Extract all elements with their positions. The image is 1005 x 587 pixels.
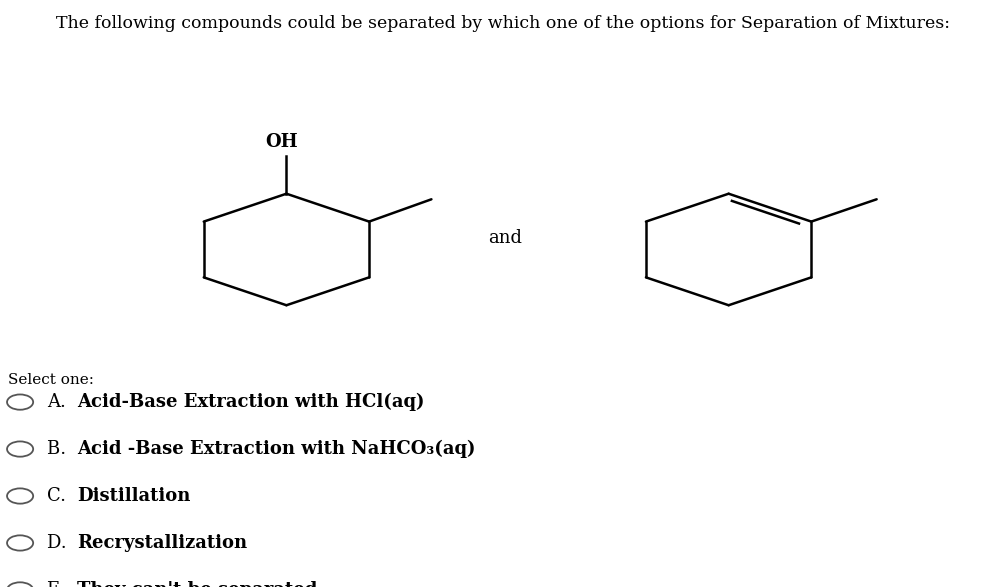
Text: Distillation: Distillation: [77, 487, 191, 505]
Text: The following compounds could be separated by which one of the options for Separ: The following compounds could be separat…: [55, 15, 950, 32]
Text: B.: B.: [47, 440, 72, 458]
Text: A.: A.: [47, 393, 72, 411]
Text: Select one:: Select one:: [8, 373, 94, 387]
Text: D.: D.: [47, 534, 72, 552]
Text: They can't be separated: They can't be separated: [77, 581, 318, 587]
Text: Recrystallization: Recrystallization: [77, 534, 247, 552]
Text: Acid -Base Extraction with NaHCO₃(aq): Acid -Base Extraction with NaHCO₃(aq): [77, 440, 476, 458]
Text: C.: C.: [47, 487, 72, 505]
Text: Acid-Base Extraction with HCl(aq): Acid-Base Extraction with HCl(aq): [77, 393, 425, 411]
Text: and: and: [488, 229, 523, 247]
Text: E.: E.: [47, 581, 72, 587]
Text: OH: OH: [265, 133, 297, 151]
